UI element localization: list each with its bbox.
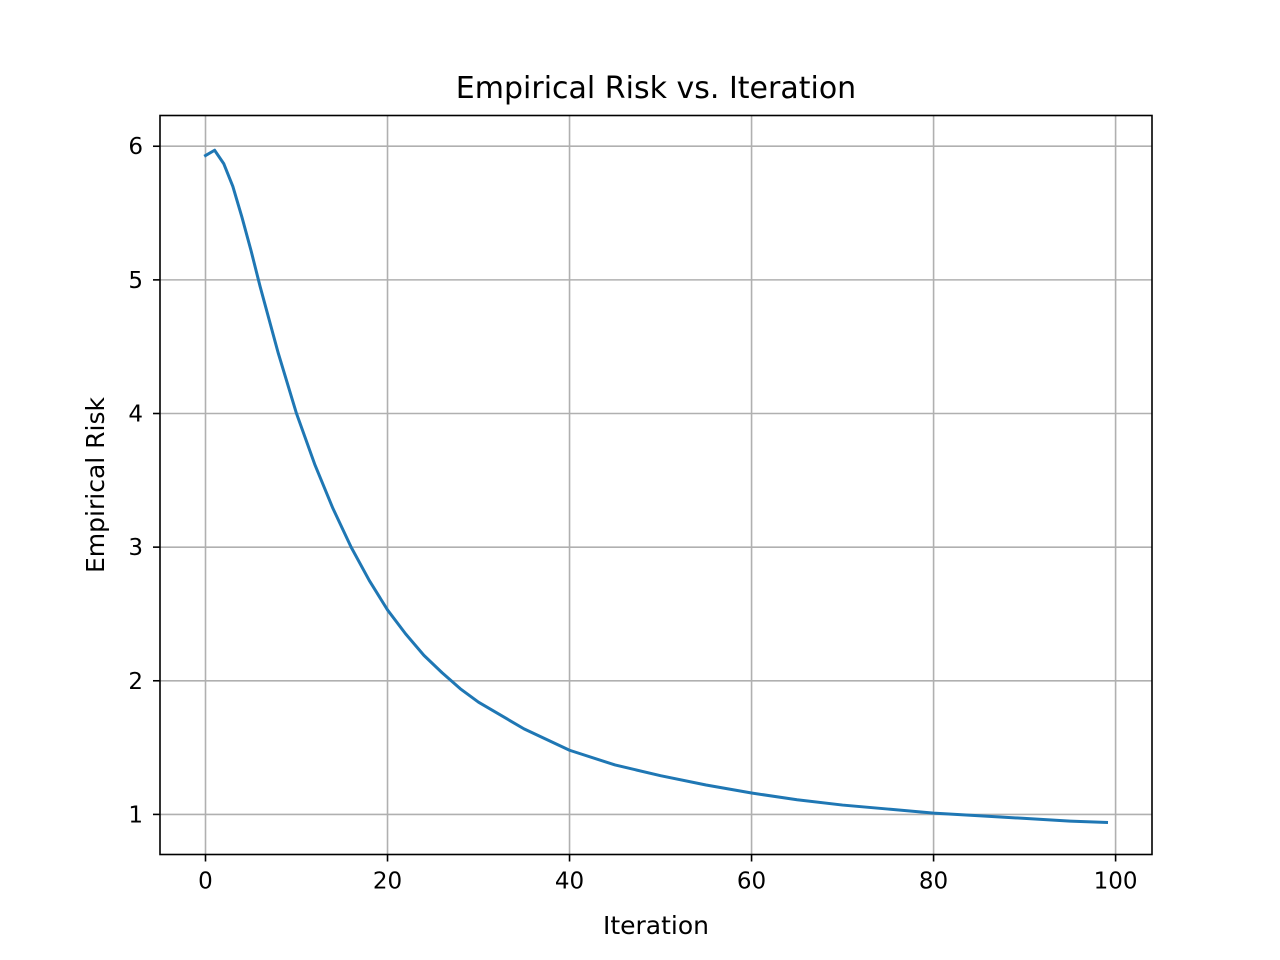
y-tick-label: 2	[128, 669, 143, 695]
x-tick-label: 20	[373, 869, 402, 895]
grid	[160, 115, 1152, 855]
x-tick-label: 60	[737, 869, 766, 895]
y-tick-label: 3	[128, 535, 143, 561]
series-line	[203, 148, 1109, 824]
y-axis-label: Empirical Risk	[81, 396, 110, 572]
y-tick-label: 6	[128, 134, 143, 160]
y-tick-label: 1	[128, 802, 143, 828]
x-axis-label: Iteration	[603, 911, 709, 940]
x-tick-label: 0	[198, 869, 213, 895]
y-tick-label: 5	[128, 268, 143, 294]
x-tick-label: 40	[555, 869, 584, 895]
x-tick-label: 80	[919, 869, 948, 895]
plot-area	[203, 148, 1109, 824]
axis-ticks: 0 20 40 60 80 100 1 2 3 4 5 6	[128, 134, 1137, 894]
y-tick-label: 4	[128, 402, 143, 428]
axes-frame	[159, 114, 1153, 856]
chart-title: Empirical Risk vs. Iteration	[456, 71, 856, 106]
x-tick-label: 100	[1094, 869, 1138, 895]
